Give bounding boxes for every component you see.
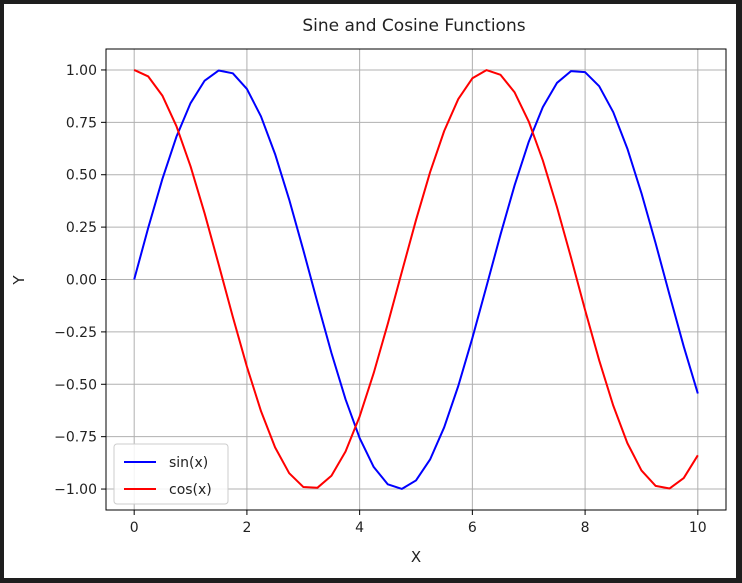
y-tick-label: 0.50 (66, 168, 97, 184)
y-tick-label: −0.50 (54, 377, 97, 393)
x-ticks: 0 2 4 6 8 10 (130, 510, 707, 536)
x-tick-label: 2 (242, 520, 251, 536)
y-tick-label: −0.25 (54, 325, 97, 341)
x-tick-label: 6 (468, 520, 477, 536)
legend-label: cos(x) (169, 482, 212, 498)
y-tick-label: −0.75 (54, 430, 97, 446)
x-tick-label: 0 (130, 520, 139, 536)
series-layer (133, 69, 699, 490)
series-line-cos (133, 69, 699, 490)
x-tick-label: 4 (355, 520, 364, 536)
y-tick-label: 0.00 (66, 273, 97, 289)
y-axis-label: Y (10, 275, 28, 286)
x-tick-label: 10 (689, 520, 707, 536)
x-tick-label: 8 (581, 520, 590, 536)
grid-lines (106, 49, 726, 510)
y-tick-label: 0.25 (66, 220, 97, 236)
y-ticks: 1.00 0.75 0.50 0.25 0.00 −0.25 −0.50 −0.75 −1.00 (54, 63, 106, 498)
y-tick-label: 1.00 (66, 63, 97, 79)
chart-svg: Sine and Cosine Functions X Y 0 2 4 6 8 10 1.… (10, 16, 727, 566)
legend-label: sin(x) (169, 455, 208, 471)
y-tick-label: −1.00 (54, 482, 97, 498)
y-tick-label: 0.75 (66, 115, 97, 131)
x-axis-label: X (411, 548, 421, 566)
legend: sin(x) cos(x) (113, 443, 229, 505)
figure-canvas: Sine and Cosine Functions X Y 0 2 4 6 8 10 1.… (4, 4, 736, 578)
series-line-sin (133, 69, 699, 490)
chart-title: Sine and Cosine Functions (302, 16, 525, 36)
